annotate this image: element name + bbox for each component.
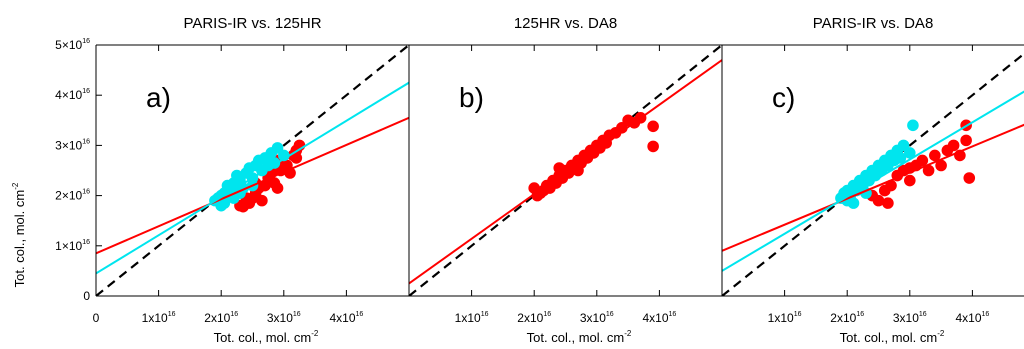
- data-point: [256, 194, 268, 207]
- data-point: [885, 179, 897, 192]
- x-tick-label: 1x1016: [455, 311, 489, 325]
- x-tick-label: 3x1016: [580, 311, 614, 325]
- chart-title: PARIS-IR vs. 125HR: [183, 15, 321, 32]
- y-tick-label: 5×1016: [55, 38, 90, 52]
- plot-area: [409, 45, 722, 296]
- x-axis-label: Tot. col., mol. cm-2: [840, 329, 945, 345]
- panel-label: c): [772, 82, 795, 113]
- figure-y-axis-label: Tot. col., mol. cm-2: [11, 182, 27, 287]
- x-tick-label: 3x1016: [267, 311, 301, 325]
- data-point: [882, 197, 894, 209]
- panel-label: b): [459, 82, 484, 113]
- plot-area: [722, 52, 1024, 296]
- x-tick-label: 3x1016: [893, 311, 927, 325]
- chart-panel-2: 125HR vs. DA8 b) 1x1016 2x1016 3x1016 4x1016 T…: [408, 15, 723, 345]
- data-point: [922, 164, 935, 177]
- data-point: [218, 197, 231, 209]
- x-tick-label: 4x1016: [642, 311, 676, 325]
- y-tick-label: 1×1016: [55, 239, 90, 253]
- y-tick-label: 4×1016: [55, 88, 90, 102]
- series-1: [866, 119, 976, 209]
- data-point: [916, 154, 929, 167]
- data-point: [553, 162, 566, 174]
- data-point: [894, 152, 907, 164]
- data-point: [947, 139, 960, 152]
- data-point: [904, 147, 916, 159]
- panel-label: a): [146, 82, 171, 113]
- chart-title: 125HR vs. DA8: [514, 15, 617, 32]
- data-point: [572, 164, 584, 177]
- chart-title: PARIS-IR vs. DA8: [813, 15, 934, 32]
- data-point: [963, 172, 976, 184]
- data-point: [929, 149, 941, 162]
- fit-line-1: [409, 59, 722, 285]
- x-tick-label: 0: [93, 311, 100, 325]
- x-tick-label: 1x1016: [142, 311, 176, 325]
- y-tick-label: 3×1016: [55, 138, 90, 152]
- data-point: [935, 159, 947, 172]
- data-point: [907, 119, 919, 132]
- data-point: [290, 152, 303, 164]
- x-tick-label: 4x1016: [955, 311, 989, 325]
- chart-panel-3: PARIS-IR vs. DA8 c) 1x1016 2x1016 3x1016 4x10…: [721, 15, 1024, 345]
- data-point: [271, 182, 284, 194]
- data-point: [847, 197, 860, 209]
- x-axis-label: Tot. col., mol. cm-2: [214, 329, 319, 345]
- x-tick-label: 4x1016: [329, 311, 363, 325]
- series-1: [528, 111, 659, 202]
- fit-line-2: [96, 81, 409, 275]
- data-point: [647, 120, 659, 133]
- y-tick-label: 2×1016: [55, 189, 90, 203]
- data-point: [647, 140, 659, 153]
- fit-line-2: [722, 90, 1024, 272]
- chart-panel-1: PARIS-IR vs. 125HR a) 0 1x1016 2x1016 3x1016 4…: [55, 15, 410, 345]
- data-point: [904, 174, 916, 187]
- plot-area: [96, 45, 409, 296]
- chart-panels: PARIS-IR vs. 125HR a) 0 1x1016 2x1016 3x1016 4…: [55, 15, 1024, 345]
- x-tick-label: 1x1016: [768, 311, 802, 325]
- data-point: [960, 134, 972, 147]
- fit-line-1: [96, 116, 409, 255]
- x-tick-label: 2x1016: [204, 311, 238, 325]
- x-axis-label: Tot. col., mol. cm-2: [527, 329, 632, 345]
- fit-line-1: [722, 123, 1024, 252]
- y-tick-label: 0: [83, 289, 90, 303]
- x-tick-label: 2x1016: [517, 311, 551, 325]
- x-tick-label: 2x1016: [830, 311, 864, 325]
